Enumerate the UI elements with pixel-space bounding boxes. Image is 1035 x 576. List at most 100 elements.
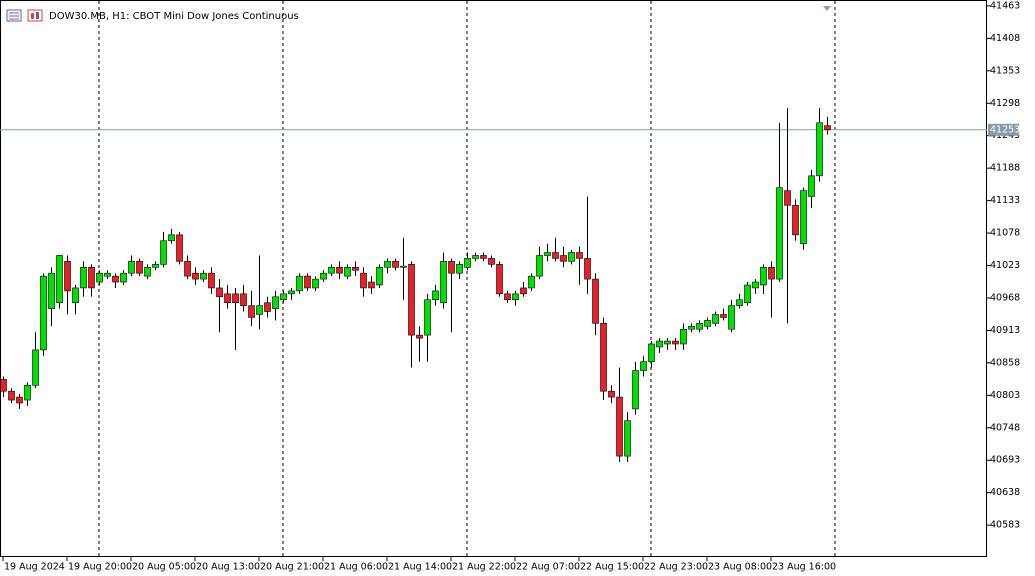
y-tick-label: 41463 (990, 0, 1020, 11)
candle-body (136, 261, 143, 274)
candle-body (216, 287, 223, 298)
candle-body (144, 266, 151, 277)
candle-body (560, 255, 567, 262)
candle-body (432, 290, 439, 301)
candle-body (528, 275, 535, 289)
y-tick-label: 41298 (990, 98, 1020, 109)
candle-body (712, 314, 719, 324)
candle-body (448, 261, 455, 274)
candle-body (744, 284, 751, 303)
x-tick-label: 23 Aug 16:00 (772, 562, 836, 573)
candle-body (176, 234, 183, 262)
candle-body (40, 275, 47, 351)
candle-body (224, 293, 231, 303)
candle-body (488, 258, 495, 265)
y-tick-label: 40968 (990, 292, 1020, 303)
x-tick-label: 21 Aug 14:00 (388, 562, 452, 573)
candle-body (440, 261, 447, 303)
candle-body (296, 275, 303, 292)
candle-body (704, 320, 711, 327)
candle-body (112, 275, 119, 283)
candle-body (88, 266, 95, 289)
price-label: 41253 (990, 124, 1020, 135)
candle-body (464, 258, 471, 268)
candle-body (824, 125, 831, 131)
candle-body (184, 261, 191, 277)
candle-body (736, 299, 743, 306)
candle-body (472, 255, 479, 259)
candle-body (160, 240, 167, 265)
candle-body (672, 340, 679, 345)
candle-body (536, 255, 543, 277)
y-tick-label: 40803 (990, 390, 1020, 401)
candle-body (56, 255, 63, 303)
icon-bar (31, 13, 34, 19)
x-tick-label: 20 Aug 21:00 (260, 562, 324, 573)
candle-body (608, 390, 615, 398)
candle-body (496, 264, 503, 295)
candle-body (656, 340, 663, 348)
candle-body (568, 252, 575, 262)
x-tick-label: 21 Aug 22:00 (452, 562, 516, 573)
candle-body (680, 328, 687, 345)
candle-body (784, 190, 791, 206)
candle-body (368, 281, 375, 289)
y-tick-label: 40913 (990, 325, 1020, 336)
candle-body (200, 272, 207, 280)
x-tick-label: 22 Aug 07:00 (516, 562, 580, 573)
y-tick-label: 41023 (990, 260, 1020, 271)
candle-body (544, 252, 551, 256)
candle-body (272, 296, 279, 309)
price-label-bg (988, 123, 1019, 136)
candle-body (520, 287, 527, 295)
candle-body (304, 275, 311, 289)
candle-body (720, 314, 727, 318)
candle-body (408, 264, 415, 336)
candle-body (504, 293, 511, 301)
candle-body (48, 272, 55, 309)
y-tick-label: 41353 (990, 65, 1020, 76)
candle-body (456, 264, 463, 274)
candle-body (256, 305, 263, 315)
candle-body (480, 255, 487, 259)
x-tick-label: 22 Aug 23:00 (644, 562, 708, 573)
candle-body (192, 272, 199, 280)
candle-body (384, 261, 391, 268)
candle-body (104, 272, 111, 277)
candle-body (752, 281, 759, 289)
candle-body (264, 302, 271, 312)
candle-body (312, 278, 319, 289)
y-tick-label: 40748 (990, 422, 1020, 433)
candle-body (240, 293, 247, 306)
candle-body (24, 384, 31, 401)
candle-body (360, 272, 367, 289)
candle-body (328, 266, 335, 274)
candle-body (400, 265, 407, 268)
candle-body (16, 396, 23, 404)
candle-body (808, 175, 815, 197)
x-tick-label: 20 Aug 05:00 (132, 562, 196, 573)
symbol-icons (6, 9, 43, 22)
candle-body (624, 420, 631, 457)
candle-body (168, 234, 175, 242)
candle-body (152, 264, 159, 268)
candle-body (728, 305, 735, 330)
candle-body (416, 334, 423, 339)
candle-body (232, 293, 239, 303)
candle-body (512, 293, 519, 301)
candle-body (320, 272, 327, 280)
x-tick-label: 20 Aug 13:00 (196, 562, 260, 573)
candle-body (696, 323, 703, 330)
candle-body (208, 272, 215, 289)
candle-body (392, 261, 399, 268)
y-tick-label: 41078 (990, 228, 1020, 239)
candle-body (120, 272, 127, 283)
x-tick-label: 19 Aug 20:00 (68, 562, 132, 573)
candle-body (600, 323, 607, 392)
y-tick-label: 41133 (990, 195, 1020, 206)
candle-body (376, 266, 383, 286)
candle-body (352, 266, 359, 271)
candle-body (800, 190, 807, 244)
candle-body (688, 325, 695, 330)
